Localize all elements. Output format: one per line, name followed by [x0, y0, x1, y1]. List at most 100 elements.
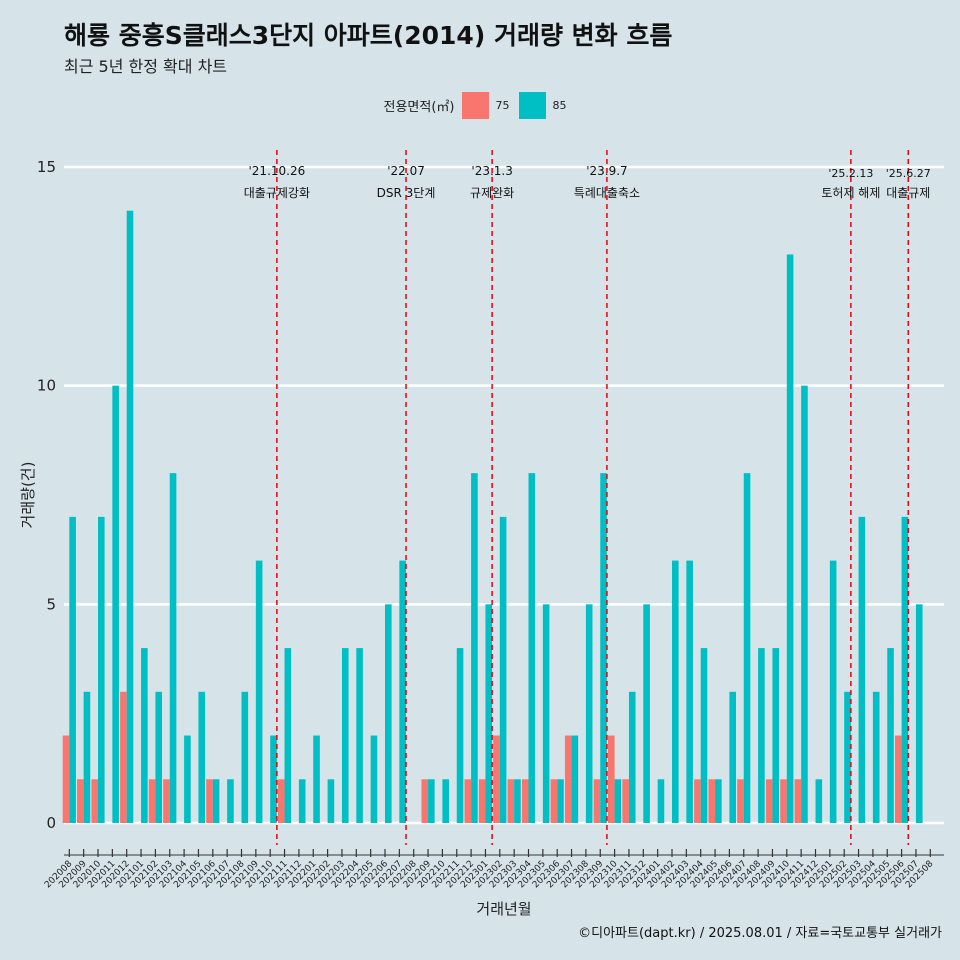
- legend-title: 전용면적(㎡): [383, 100, 455, 115]
- bar-85: [758, 648, 765, 823]
- bar-85: [628, 691, 636, 823]
- event-label: 규제완화: [470, 186, 514, 200]
- bar-75: [765, 779, 773, 823]
- bar-85: [743, 473, 751, 823]
- bar-85: [212, 779, 220, 823]
- bar-85: [141, 648, 148, 823]
- legend-label-85: 85: [552, 99, 567, 112]
- bar-85: [901, 516, 909, 823]
- bar-85: [98, 516, 105, 823]
- bar-85: [155, 691, 162, 823]
- event-label: 특례대출축소: [574, 186, 640, 200]
- bar-85: [829, 560, 837, 823]
- bar-85: [657, 779, 665, 823]
- bar-85: [643, 604, 650, 823]
- bar-85: [198, 691, 206, 823]
- bar-85: [844, 691, 851, 823]
- bar-75: [521, 779, 529, 823]
- bar-85: [571, 735, 579, 823]
- chart-title: 해룡 중흥S클래스3단지 아파트(2014) 거래량 변화 흐름: [64, 21, 673, 50]
- bar-85: [514, 779, 521, 823]
- x-axis-title: 거래년월: [476, 900, 531, 918]
- bar-85: [385, 604, 392, 823]
- bar-85: [600, 473, 607, 823]
- bar-85: [715, 779, 722, 823]
- bar-75: [493, 735, 500, 823]
- bar-85: [557, 779, 564, 823]
- bar-85: [327, 779, 335, 823]
- bar-85: [499, 516, 507, 823]
- bar-75: [464, 779, 472, 823]
- bar-75: [421, 779, 429, 823]
- y-tick-label: 15: [37, 158, 56, 176]
- bar-85: [83, 691, 91, 823]
- legend-key-75: [462, 92, 490, 119]
- bar-85: [428, 779, 435, 823]
- bar-75: [608, 735, 615, 823]
- bar-85: [255, 560, 263, 823]
- bar-85: [341, 648, 349, 823]
- bar-85: [471, 473, 478, 823]
- legend: 전용면적(㎡) 75 85: [0, 92, 960, 119]
- bar-75: [737, 779, 744, 823]
- source-footer: ©디아파트(dapt.kr) / 2025.08.01 / 자료=국토교통부 실…: [578, 926, 942, 941]
- bar-85: [126, 210, 134, 823]
- bar-85: [542, 604, 550, 823]
- event-date: '23.9.7: [586, 164, 627, 178]
- bar-85: [614, 779, 622, 823]
- bar-75: [478, 779, 486, 823]
- bar-85: [370, 735, 378, 823]
- event-label: 토허제 해제: [821, 186, 880, 200]
- legend-key-85: [519, 92, 547, 119]
- bar-75: [694, 779, 701, 823]
- bar-75: [708, 779, 716, 823]
- bar-75: [91, 779, 98, 823]
- event-date: '25.6.27: [886, 167, 931, 180]
- bar-85: [772, 648, 780, 823]
- bar-85: [700, 648, 708, 823]
- event-label: 대출규제: [886, 186, 930, 200]
- bar-75: [593, 779, 601, 823]
- bar-85: [284, 648, 292, 823]
- bar-85: [270, 735, 277, 823]
- bar-75: [794, 779, 802, 823]
- bar-85: [872, 691, 880, 823]
- bar-75: [77, 779, 84, 823]
- y-tick-label: 5: [46, 595, 56, 613]
- bar-75: [148, 779, 156, 823]
- event-date: '25.2.13: [828, 167, 873, 180]
- event-date: '21.10.26: [249, 164, 306, 178]
- event-date: '22.07: [387, 164, 425, 178]
- bar-75: [895, 735, 902, 823]
- event-label: DSR 3단계: [377, 186, 436, 200]
- chart-subtitle: 최근 5년 한정 확대 차트: [64, 57, 228, 76]
- bar-85: [227, 779, 234, 823]
- bar-75: [622, 779, 629, 823]
- bar-75: [120, 691, 127, 823]
- legend-label-75: 75: [495, 99, 510, 112]
- bar-85: [241, 691, 249, 823]
- bar-85: [815, 779, 823, 823]
- bar-85: [585, 604, 593, 823]
- bar-85: [801, 385, 808, 823]
- bar-85: [399, 560, 406, 823]
- y-tick-label: 0: [46, 814, 56, 832]
- y-axis-title: 거래량(건): [19, 462, 37, 529]
- bar-85: [356, 648, 363, 823]
- bar-85: [485, 604, 493, 823]
- event-date: '23.1.3: [471, 164, 512, 178]
- bar-85: [887, 648, 894, 823]
- bar-85: [184, 735, 191, 823]
- bar-85: [313, 735, 320, 823]
- bar-85: [169, 473, 177, 823]
- bar-75: [550, 779, 558, 823]
- bar-85: [112, 385, 119, 823]
- bar-75: [62, 735, 70, 823]
- bar-85: [786, 254, 794, 823]
- bar-85: [858, 516, 866, 823]
- bar-75: [507, 779, 515, 823]
- bar-85: [298, 779, 306, 823]
- y-tick-label: 10: [37, 377, 56, 395]
- bar-85: [456, 648, 464, 823]
